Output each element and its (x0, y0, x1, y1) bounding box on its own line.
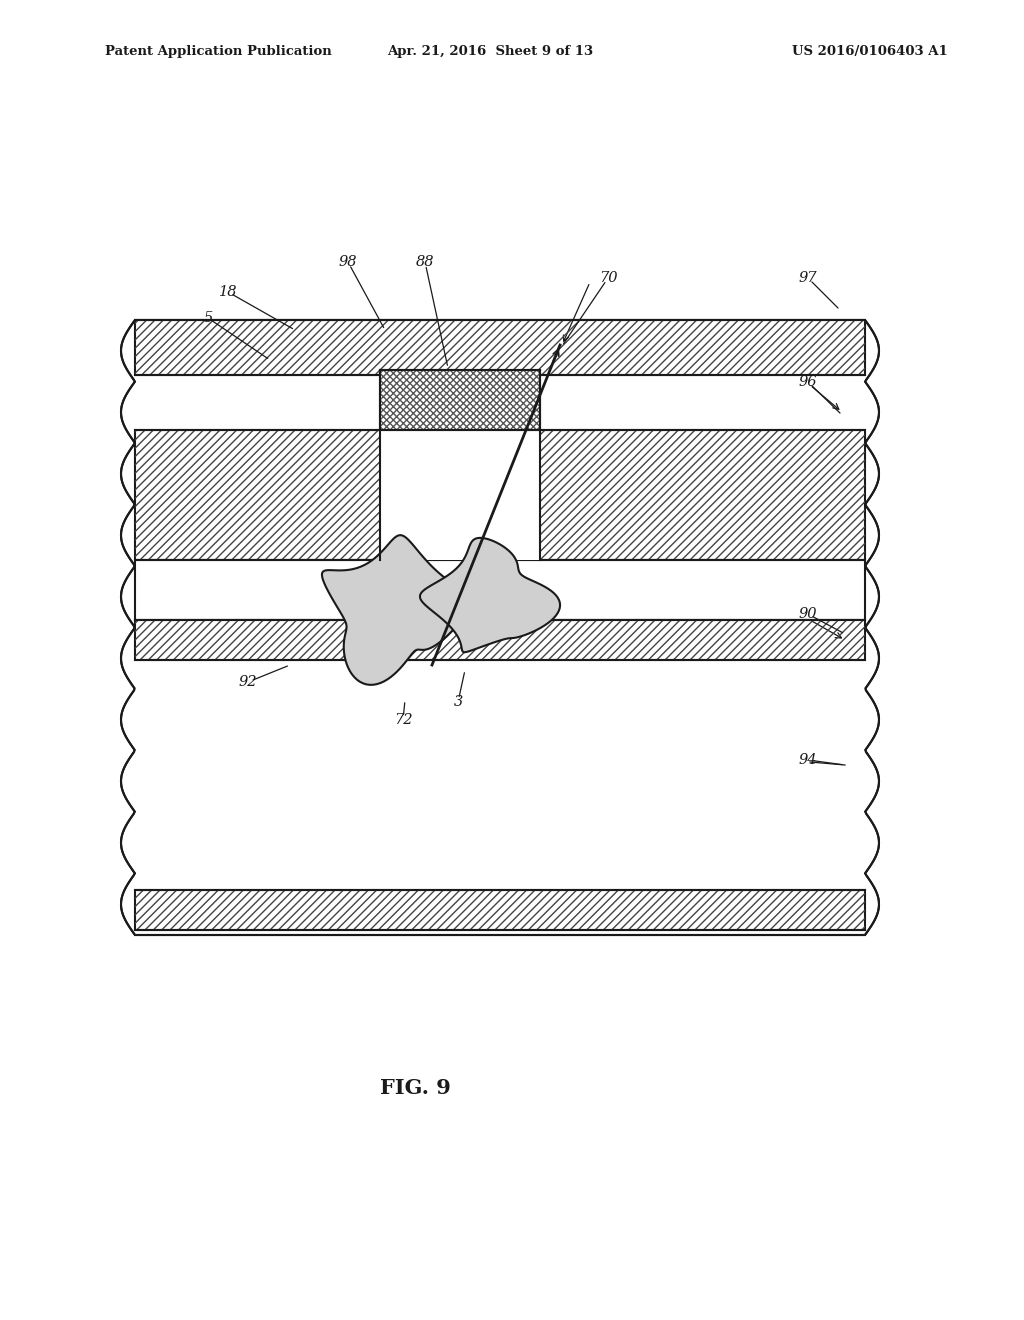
Text: 97: 97 (799, 271, 817, 285)
Polygon shape (420, 537, 560, 652)
Text: 3: 3 (454, 696, 463, 709)
Bar (135, 319, 865, 375)
Text: 98: 98 (339, 255, 357, 269)
Text: 70: 70 (599, 271, 617, 285)
Bar (135, 620, 865, 660)
Polygon shape (322, 535, 473, 685)
Bar (135, 890, 865, 931)
Bar (135, 620, 865, 660)
Text: 72: 72 (394, 713, 413, 727)
Text: US 2016/0106403 A1: US 2016/0106403 A1 (793, 45, 948, 58)
Text: 18: 18 (219, 285, 238, 300)
Bar (380, 428, 540, 560)
Bar (135, 430, 865, 560)
Text: Patent Application Publication: Patent Application Publication (105, 45, 332, 58)
Polygon shape (121, 319, 879, 935)
Text: 92: 92 (239, 675, 257, 689)
Text: Apr. 21, 2016  Sheet 9 of 13: Apr. 21, 2016 Sheet 9 of 13 (387, 45, 593, 58)
Text: 5: 5 (204, 312, 213, 325)
Bar (380, 370, 540, 430)
Text: FIG. 9: FIG. 9 (380, 1078, 451, 1098)
Bar (135, 430, 865, 560)
Bar (135, 319, 865, 375)
Text: 96: 96 (799, 375, 817, 389)
Bar (135, 890, 865, 931)
Text: 88: 88 (416, 255, 434, 269)
Bar (380, 370, 540, 430)
Text: 90: 90 (799, 607, 817, 620)
Text: 94: 94 (799, 752, 817, 767)
Bar (135, 560, 865, 620)
